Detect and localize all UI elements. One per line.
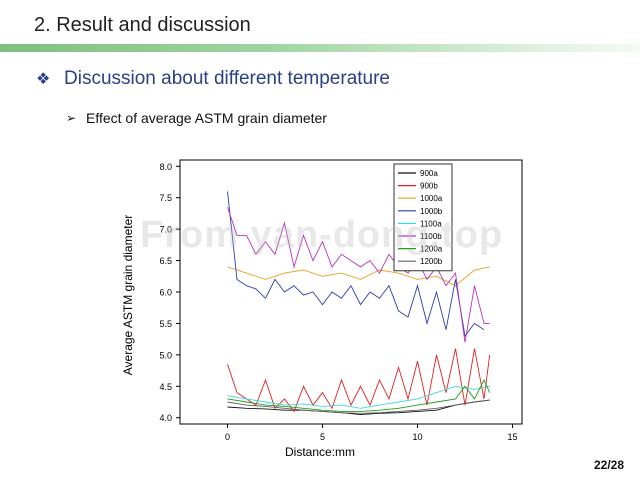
y-axis-label: Average ASTM grain diameter xyxy=(121,215,135,376)
y-tick-label: 6.5 xyxy=(159,256,172,266)
x-tick-label: 15 xyxy=(507,432,517,442)
legend-label: 1000b xyxy=(420,207,443,216)
x-tick-label: 10 xyxy=(412,432,422,442)
legend-label: 1200a xyxy=(420,245,443,254)
title-underline-bar xyxy=(0,44,640,52)
y-tick-label: 5.0 xyxy=(159,350,172,360)
slide-title: 2. Result and discussion xyxy=(34,14,251,36)
x-axis-label: Distance:mm xyxy=(285,445,355,459)
legend-label: 1100a xyxy=(420,219,442,228)
x-tick-label: 5 xyxy=(320,432,325,442)
series-line-900b xyxy=(227,348,491,413)
series-line-900a xyxy=(227,399,490,416)
y-tick-label: 7.0 xyxy=(159,225,172,235)
legend-label: 1200b xyxy=(420,257,443,266)
grain-diameter-chart: 4.04.55.05.56.06.57.07.58.00 5 10 15 900a90… xyxy=(121,159,523,459)
main-bullet: ❖ Discussion about different temperature xyxy=(36,68,390,90)
y-tick-label: 8.0 xyxy=(159,162,172,172)
x-tick-label: 0 xyxy=(225,432,230,442)
y-tick-label: 7.5 xyxy=(159,193,172,203)
series-line-1200b xyxy=(227,399,490,414)
series-line-1000b xyxy=(227,191,485,338)
series-line-1100b xyxy=(227,206,490,343)
y-tick-label: 4.5 xyxy=(159,382,172,392)
plot-frame xyxy=(179,159,523,425)
y-tick-label: 6.0 xyxy=(159,288,172,298)
y-tick-label: 5.5 xyxy=(159,319,172,329)
sub-bullet-text: Effect of average ASTM grain diameter xyxy=(86,110,327,126)
series-line-1200a xyxy=(227,378,491,412)
chart-legend: 900a 900b 1000a 1000b 1100a 1100b 1200a 1200b xyxy=(393,163,453,272)
sub-bullet: ➢ Effect of average ASTM grain diameter xyxy=(66,110,327,126)
legend-label: 1000a xyxy=(420,194,443,203)
legend-box xyxy=(393,163,453,272)
watermark-text: From yan-dong.top xyxy=(140,214,504,256)
y-tick-label: 4.0 xyxy=(159,413,172,423)
legend-label: 900b xyxy=(420,182,438,191)
page-number: 22/28 xyxy=(593,458,624,472)
legend-label: 1100b xyxy=(420,232,442,241)
legend-label: 900a xyxy=(420,169,438,178)
chart-axes: 4.0 4.5 5.0 5.5 6.0 6.5 7.0 7.5 8.0 0 5 10 15 xyxy=(159,159,523,442)
chart-plot-area xyxy=(227,191,491,416)
main-bullet-text: Discussion about different temperature xyxy=(64,68,390,89)
diamond-bullet-icon: ❖ xyxy=(36,71,51,88)
series-line-1000a xyxy=(227,266,490,287)
series-line-1100a xyxy=(227,385,490,409)
arrow-bullet-icon: ➢ xyxy=(66,111,77,125)
